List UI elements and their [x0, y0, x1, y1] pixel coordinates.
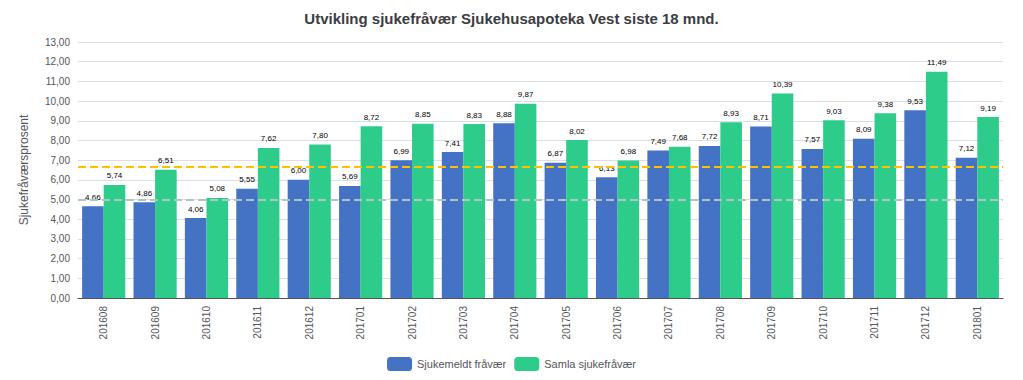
svg-text:201610: 201610 [201, 306, 212, 340]
svg-text:8,09: 8,09 [856, 125, 872, 134]
svg-text:201702: 201702 [407, 306, 418, 340]
svg-text:6,13: 6,13 [599, 164, 615, 173]
svg-text:7,57: 7,57 [805, 135, 821, 144]
svg-text:201709: 201709 [766, 306, 777, 340]
svg-text:13,00: 13,00 [45, 37, 70, 48]
svg-text:10,00: 10,00 [45, 96, 70, 107]
svg-text:7,62: 7,62 [261, 134, 277, 143]
svg-text:8,71: 8,71 [753, 113, 769, 122]
svg-text:201801: 201801 [972, 306, 983, 340]
svg-text:201705: 201705 [561, 306, 572, 340]
svg-text:10,39: 10,39 [773, 80, 794, 89]
svg-text:9,53: 9,53 [907, 97, 923, 106]
svg-text:9,38: 9,38 [878, 100, 894, 109]
svg-text:0,00: 0,00 [51, 293, 71, 304]
svg-text:201611: 201611 [252, 306, 263, 339]
svg-text:6,87: 6,87 [548, 149, 564, 158]
svg-text:4,06: 4,06 [188, 205, 204, 214]
svg-text:4,86: 4,86 [137, 189, 153, 198]
svg-text:7,80: 7,80 [312, 131, 328, 140]
svg-text:7,72: 7,72 [702, 132, 718, 141]
svg-text:7,68: 7,68 [672, 133, 688, 142]
svg-text:201612: 201612 [304, 306, 315, 340]
svg-text:5,55: 5,55 [239, 175, 255, 184]
svg-text:3,00: 3,00 [51, 233, 71, 244]
svg-text:Sjukefråværsprosent: Sjukefråværsprosent [17, 114, 31, 225]
svg-text:201711: 201711 [869, 306, 880, 339]
svg-text:201703: 201703 [458, 306, 469, 340]
svg-text:9,03: 9,03 [826, 107, 842, 116]
svg-text:8,72: 8,72 [364, 113, 380, 122]
svg-text:5,00: 5,00 [51, 194, 71, 205]
svg-text:7,49: 7,49 [650, 137, 666, 146]
svg-text:9,19: 9,19 [980, 104, 996, 113]
svg-text:6,00: 6,00 [290, 166, 307, 176]
svg-text:201609: 201609 [150, 306, 161, 340]
svg-text:5,08: 5,08 [209, 184, 225, 193]
svg-text:5,74: 5,74 [107, 171, 123, 180]
svg-text:4,66: 4,66 [85, 192, 101, 202]
svg-text:7,41: 7,41 [445, 139, 461, 148]
svg-text:7,00: 7,00 [51, 155, 71, 166]
svg-text:201708: 201708 [715, 306, 726, 340]
svg-text:9,87: 9,87 [518, 90, 534, 99]
svg-text:7,12: 7,12 [959, 144, 975, 153]
svg-text:Sjukemeldt fråvær: Sjukemeldt fråvær [417, 358, 507, 370]
svg-text:8,83: 8,83 [466, 111, 482, 120]
svg-text:4,00: 4,00 [51, 214, 71, 225]
svg-text:201706: 201706 [612, 306, 623, 340]
svg-text:6,98: 6,98 [621, 147, 637, 156]
svg-text:6,51: 6,51 [158, 156, 174, 165]
svg-text:12,00: 12,00 [45, 56, 70, 67]
svg-text:201701: 201701 [355, 306, 366, 340]
svg-text:201710: 201710 [818, 306, 829, 340]
svg-text:Samla sjukefråvær: Samla sjukefråvær [544, 358, 636, 370]
svg-text:8,85: 8,85 [415, 110, 431, 119]
svg-text:8,93: 8,93 [723, 109, 739, 118]
svg-text:6,99: 6,99 [393, 147, 409, 156]
svg-text:8,88: 8,88 [496, 110, 512, 119]
svg-text:1,00: 1,00 [51, 273, 71, 284]
svg-text:201707: 201707 [663, 306, 674, 340]
svg-text:11,00: 11,00 [46, 76, 71, 87]
svg-text:201608: 201608 [98, 306, 109, 340]
svg-text:2,00: 2,00 [51, 253, 71, 264]
svg-text:5,69: 5,69 [342, 172, 358, 181]
svg-text:11,49: 11,49 [927, 58, 947, 67]
svg-text:201704: 201704 [509, 306, 520, 340]
svg-text:8,00: 8,00 [51, 135, 71, 146]
svg-text:8,02: 8,02 [569, 127, 585, 136]
svg-text:Utvikling sjukefråvær Sjukehus: Utvikling sjukefråvær Sjukehusapoteka Ve… [304, 10, 718, 27]
svg-text:6,00: 6,00 [51, 174, 71, 185]
svg-text:9,00: 9,00 [51, 115, 71, 126]
svg-text:201712: 201712 [920, 306, 931, 340]
